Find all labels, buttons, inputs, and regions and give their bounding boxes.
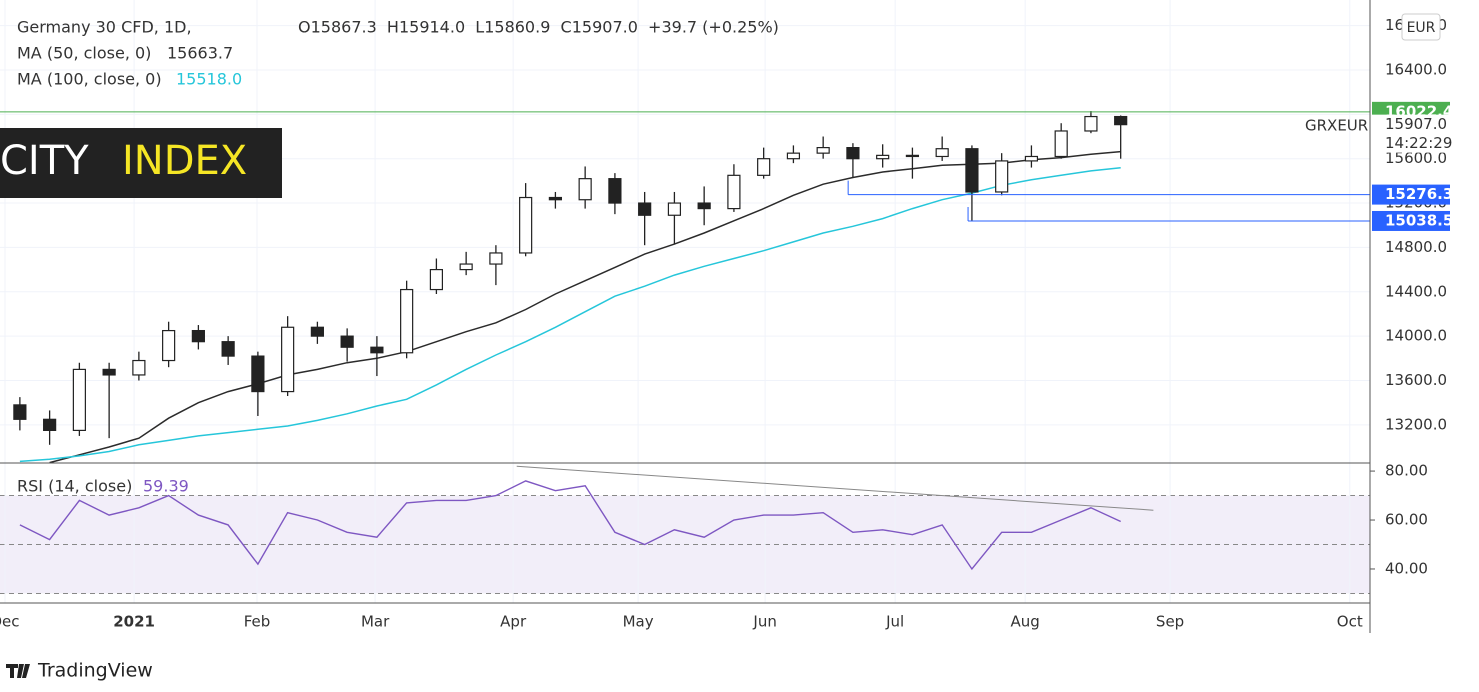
overlay: Germany 30 CFD, 1D, O15867.3 H15914.0 L1… <box>0 13 1441 682</box>
plot: Dec 2021 Feb Mar Apr May Jun Jul Aug Sep Oct 13200.… <box>0 0 1453 633</box>
ma-legend-value: 15663.7 <box>167 44 233 63</box>
candle-body <box>995 160 1009 193</box>
ma-legend-value: 15518.0 <box>176 70 242 89</box>
candle-body <box>876 154 890 160</box>
countdown: 14:22:29 <box>1385 134 1452 152</box>
currency[interactable]: EUR <box>1407 20 1436 36</box>
y-tick-label: 14000.0 <box>1385 327 1447 345</box>
currency-box[interactable] <box>1401 13 1441 41</box>
candle-body <box>816 147 830 154</box>
candle-body <box>667 202 682 216</box>
rsi-line <box>19 480 1121 571</box>
logo-word: CITY <box>0 138 89 184</box>
x-tick-label: Apr <box>500 613 527 631</box>
level-line <box>967 206 1370 222</box>
x-tick-label: Mar <box>361 613 390 631</box>
candle-body <box>578 178 592 201</box>
candle-body <box>162 329 176 362</box>
x-tick-label: Aug <box>1011 613 1040 631</box>
rsi-legend: RSI (14, close) <box>17 477 132 496</box>
candle-body <box>1024 155 1039 162</box>
candle-body <box>489 252 503 265</box>
ohlc-readout: O15867.3 H15914.0 L15860.9 C15907.0 +39.… <box>298 18 779 37</box>
price-tag-label: 15038.5 <box>1385 211 1453 229</box>
candle-body <box>697 202 711 210</box>
candle-body <box>727 174 741 210</box>
x-tick-label: May <box>623 613 654 631</box>
brand-icon <box>6 664 30 678</box>
price-tag-label: 15276.3 <box>1385 185 1453 203</box>
candle-body <box>757 158 771 176</box>
candle-body <box>43 418 57 431</box>
candle-body <box>548 196 563 201</box>
last-price-tag <box>1372 114 1450 153</box>
ma-legend: MA (100, close, 0) <box>17 70 162 89</box>
y-tick-label: 13600.0 <box>1385 371 1447 389</box>
candle-body <box>281 326 295 393</box>
candle-body <box>221 341 235 357</box>
logo-box <box>0 128 282 198</box>
candle-body <box>965 148 979 193</box>
candle-body <box>519 196 533 254</box>
candle-body <box>132 359 146 376</box>
candle-body <box>191 329 205 343</box>
x-tick-label: Feb <box>244 613 271 631</box>
x-tick-label: Jun <box>752 613 776 631</box>
y-tick-label: 14800.0 <box>1385 238 1447 256</box>
ma-line <box>19 167 1121 463</box>
x-tick-label: 2021 <box>113 613 155 631</box>
y-tick-label: 13200.0 <box>1385 415 1447 433</box>
candle-body <box>102 368 116 376</box>
candle-body <box>1054 130 1068 158</box>
y-tick-label: 40.00 <box>1385 559 1428 577</box>
y-tick-label: 60.00 <box>1385 511 1428 529</box>
candle-body <box>370 346 384 354</box>
y-tick-label: 14400.0 <box>1385 282 1447 300</box>
logo-word: INDEX <box>122 138 247 184</box>
candle-body <box>905 154 920 158</box>
brand: TradingView <box>37 660 153 682</box>
price-tag <box>1372 184 1450 205</box>
y-tick-label: 15600.0 <box>1385 149 1447 167</box>
level-line <box>847 180 1370 196</box>
ma-legend: MA (50, close, 0) <box>17 44 151 63</box>
y-tick-label: 80.00 <box>1385 462 1428 480</box>
chart-title: Germany 30 CFD, 1D, <box>17 18 192 37</box>
price-tag <box>1372 210 1450 231</box>
candle-body <box>846 147 860 160</box>
candle-body <box>400 288 414 354</box>
candle-body <box>1114 115 1128 126</box>
candle-body <box>786 152 801 160</box>
candle-body <box>72 368 86 431</box>
candle-body <box>340 335 354 348</box>
y-tick-label: 16400.0 <box>1385 60 1447 78</box>
candle-body <box>638 202 652 216</box>
trendline <box>516 465 1154 511</box>
x-tick-label: Jul <box>885 613 904 631</box>
candle-body <box>1084 115 1098 132</box>
last-price-label: 15907.0 <box>1385 115 1447 133</box>
candle-body <box>459 263 473 271</box>
rsi-legend-value: 59.39 <box>143 477 189 496</box>
candle-body <box>608 178 622 204</box>
candle-body <box>13 404 27 420</box>
candle-body <box>429 268 443 291</box>
symbol-label: GRXEUR <box>1305 117 1368 135</box>
candle-body <box>310 326 324 337</box>
x-tick-label: Oct <box>1337 613 1363 631</box>
candle-body <box>935 148 949 158</box>
x-tick-label: Dec <box>0 613 20 631</box>
candle-body <box>251 355 265 393</box>
x-tick-label: Sep <box>1156 613 1184 631</box>
ma-line <box>49 150 1121 464</box>
